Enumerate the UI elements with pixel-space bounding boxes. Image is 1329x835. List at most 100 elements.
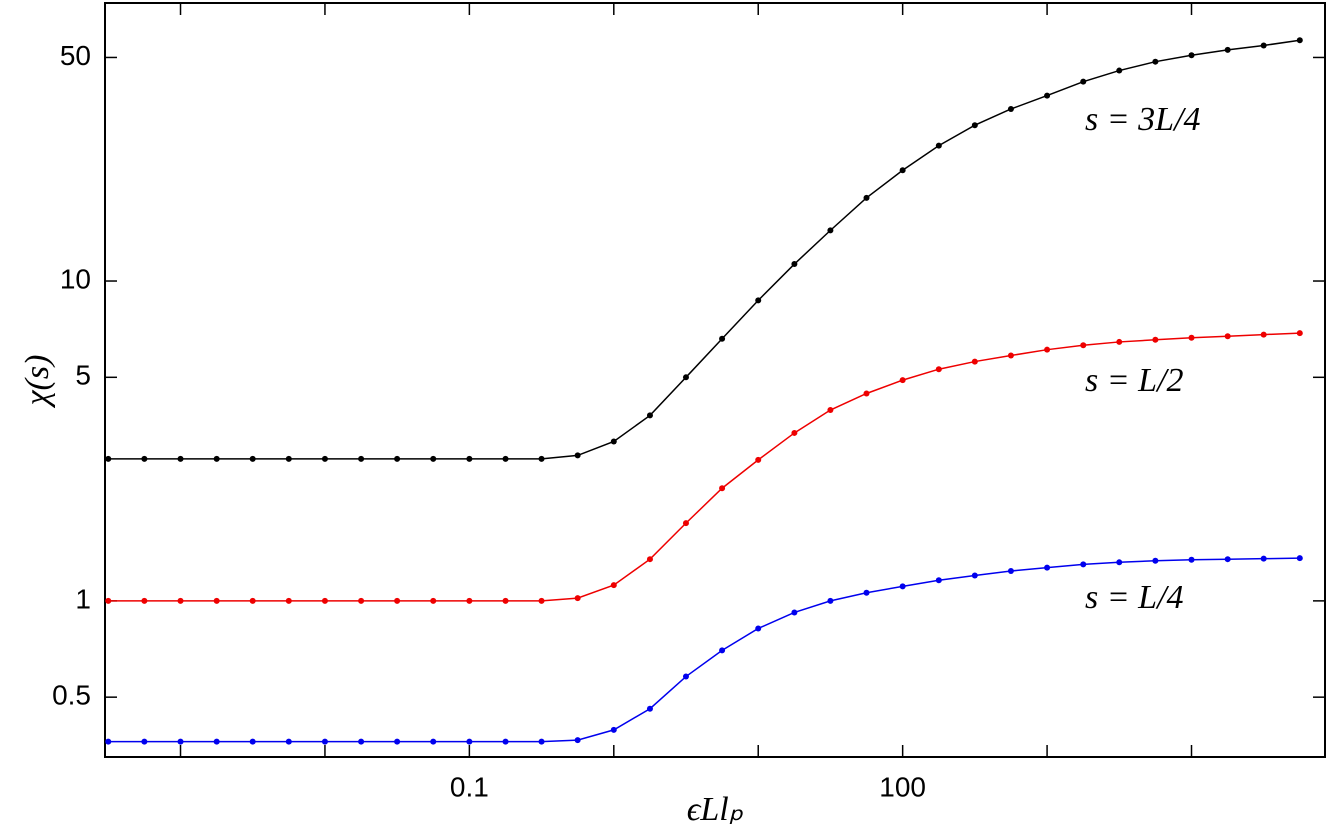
data-point [141, 455, 148, 462]
data-point [682, 520, 689, 527]
data-point [1007, 567, 1014, 574]
data-point [321, 597, 328, 604]
data-point [1296, 37, 1303, 44]
data-point [249, 597, 256, 604]
data-point [610, 726, 617, 733]
data-point [1044, 564, 1051, 571]
series-line [108, 557, 1300, 743]
data-point [105, 738, 112, 745]
data-point [935, 577, 942, 584]
data-point [1007, 352, 1014, 359]
data-point [899, 583, 906, 590]
data-point [755, 625, 762, 632]
data-point [1152, 336, 1159, 343]
data-point [394, 738, 401, 745]
plot-frame [104, 2, 1326, 758]
data-point [719, 647, 726, 654]
data-point [1296, 555, 1303, 562]
x-tick-label: 100 [879, 771, 926, 802]
data-point [285, 738, 292, 745]
data-point [394, 455, 401, 462]
y-tick-label: 0.5 [52, 680, 91, 711]
data-point [249, 455, 256, 462]
data-point [971, 572, 978, 579]
data-point [1044, 92, 1051, 99]
data-point [971, 358, 978, 365]
data-point [430, 738, 437, 745]
y-tick-label: 5 [75, 360, 91, 391]
data-point [321, 455, 328, 462]
data-point [502, 738, 509, 745]
data-point [177, 597, 184, 604]
series-line [108, 39, 1300, 460]
data-point [719, 485, 726, 492]
data-point [1116, 67, 1123, 74]
data-point [755, 297, 762, 304]
data-point [213, 597, 220, 604]
data-point [1152, 557, 1159, 564]
y-axis-label: χ(s) [19, 355, 56, 409]
data-point [899, 377, 906, 384]
data-point [141, 738, 148, 745]
data-point [394, 597, 401, 604]
data-point [502, 597, 509, 604]
data-point [105, 597, 112, 604]
data-point [935, 366, 942, 373]
data-point [466, 597, 473, 604]
series-label: s = 3L/4 [1085, 101, 1201, 138]
data-point [177, 738, 184, 745]
data-point [141, 597, 148, 604]
data-point [755, 456, 762, 463]
data-point [285, 455, 292, 462]
data-point [863, 194, 870, 201]
data-point [791, 429, 798, 436]
data-point [1260, 42, 1267, 49]
data-point [1080, 78, 1087, 85]
data-point [1188, 52, 1195, 59]
data-point [719, 335, 726, 342]
data-point [646, 412, 653, 419]
y-tick-label: 1 [75, 583, 91, 614]
data-point [1152, 58, 1159, 65]
data-point [1260, 555, 1267, 562]
data-point [502, 455, 509, 462]
data-point [105, 455, 112, 462]
data-point [899, 167, 906, 174]
data-point [1116, 559, 1123, 566]
data-point [466, 455, 473, 462]
data-point [538, 455, 545, 462]
data-point [971, 122, 978, 129]
data-point [574, 737, 581, 744]
data-point [646, 556, 653, 563]
data-point [321, 738, 328, 745]
data-point [791, 609, 798, 616]
data-point [285, 597, 292, 604]
data-point [682, 374, 689, 381]
data-point [827, 407, 834, 414]
data-point [213, 738, 220, 745]
data-point [791, 261, 798, 268]
data-point [1224, 46, 1231, 53]
data-point [466, 738, 473, 745]
data-point [610, 582, 617, 589]
data-point [538, 597, 545, 604]
data-point [1188, 556, 1195, 563]
data-point [1296, 330, 1303, 337]
data-point [1188, 334, 1195, 341]
data-point [610, 438, 617, 445]
data-point [358, 597, 365, 604]
data-point [358, 738, 365, 745]
x-axis-label: ϵLlₚ [687, 791, 744, 828]
data-point [827, 227, 834, 234]
data-point [1007, 106, 1014, 113]
data-point [358, 455, 365, 462]
y-tick-label: 50 [60, 40, 91, 71]
data-point [249, 738, 256, 745]
data-point [1044, 346, 1051, 353]
data-point [935, 142, 942, 149]
data-point [213, 455, 220, 462]
data-point [646, 705, 653, 712]
x-tick-label: 0.1 [450, 771, 489, 802]
data-point [1080, 342, 1087, 349]
